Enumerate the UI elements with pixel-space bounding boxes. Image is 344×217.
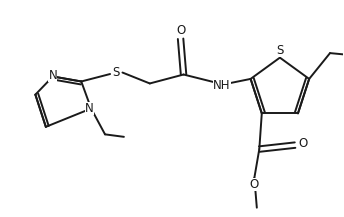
Text: N: N xyxy=(49,69,57,82)
Text: S: S xyxy=(276,44,283,57)
Text: NH: NH xyxy=(213,79,230,92)
Text: N: N xyxy=(85,102,94,115)
Text: O: O xyxy=(176,24,185,37)
Text: S: S xyxy=(112,66,120,79)
Text: O: O xyxy=(298,137,308,150)
Text: O: O xyxy=(250,178,259,191)
